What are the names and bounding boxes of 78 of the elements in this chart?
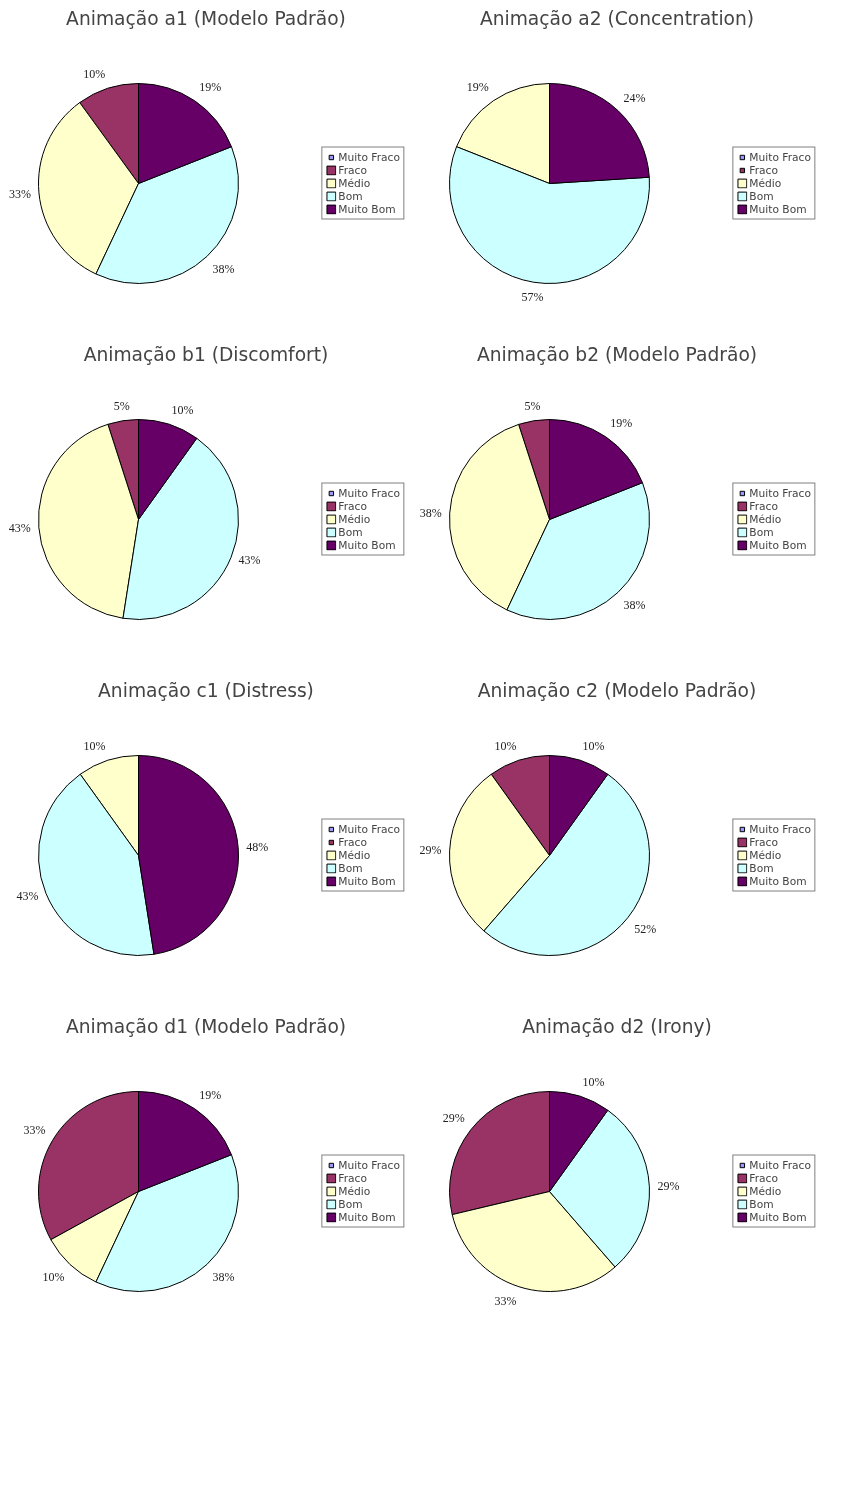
legend-label: Muito Bom xyxy=(749,202,807,216)
data-label: 38% xyxy=(419,505,442,520)
data-label: 10% xyxy=(83,66,106,81)
legend-label: Médio xyxy=(338,512,371,526)
data-label: 38% xyxy=(623,598,646,613)
data-label: 29% xyxy=(419,843,442,858)
chart-title: Animação d1 (Modelo Padrão) xyxy=(65,1015,347,1037)
data-label: 10% xyxy=(83,738,106,753)
data-label: 48% xyxy=(246,840,269,855)
data-label: 29% xyxy=(657,1179,680,1194)
data-label: 57% xyxy=(521,290,544,305)
legend-label: Bom xyxy=(749,525,774,539)
chart-title: Animação c1 (Distress) xyxy=(98,679,314,701)
data-label: 10% xyxy=(42,1270,65,1285)
data-label: 19% xyxy=(466,80,489,95)
data-label: 38% xyxy=(212,1270,235,1285)
data-label: 43% xyxy=(8,520,31,535)
legend-label: Fraco xyxy=(338,1171,368,1185)
legend-label: Bom xyxy=(749,189,774,203)
data-label: 38% xyxy=(212,262,235,277)
data-label: 10% xyxy=(494,738,517,753)
legend-label: Muito Fraco xyxy=(749,150,811,164)
legend-label: Muito Bom xyxy=(749,538,807,552)
legend-label: Muito Bom xyxy=(338,202,396,216)
legend-label: Bom xyxy=(338,1197,363,1211)
legend-label: Bom xyxy=(338,861,363,875)
legend-label: Médio xyxy=(338,1184,371,1198)
chart-title: Animação c2 (Modelo Padrão) xyxy=(477,679,757,701)
legend-label: Médio xyxy=(749,848,782,862)
legend-label: Fraco xyxy=(749,1171,779,1185)
chart-title: Animação b2 (Modelo Padrão) xyxy=(476,343,758,365)
legend-label: Muito Fraco xyxy=(338,822,400,836)
data-label: 33% xyxy=(23,1122,46,1137)
legend-label: Muito Bom xyxy=(338,1210,396,1224)
legend-label: Fraco xyxy=(338,499,368,513)
data-label: 33% xyxy=(8,186,31,201)
data-label: 43% xyxy=(238,553,261,568)
data-label: 29% xyxy=(442,1110,465,1125)
legend-label: Muito Bom xyxy=(338,538,396,552)
legend-label: Médio xyxy=(749,176,782,190)
chart-title: Animação a2 (Concentration) xyxy=(479,7,755,29)
data-label: 5% xyxy=(524,398,541,413)
legend-label: Bom xyxy=(338,525,363,539)
legend-label: Muito Bom xyxy=(338,874,396,888)
data-label: 10% xyxy=(582,738,605,753)
chart-title: Animação a1 (Modelo Padrão) xyxy=(66,7,346,29)
legend-label: Bom xyxy=(749,861,774,875)
legend-label: Muito Fraco xyxy=(338,150,400,164)
legend-label: Fraco xyxy=(749,835,779,849)
data-label: 33% xyxy=(494,1294,517,1309)
legend-label: Muito Bom xyxy=(749,874,807,888)
legend-label: Muito Fraco xyxy=(749,822,811,836)
data-label: 5% xyxy=(113,398,130,413)
legend-label: Muito Bom xyxy=(749,1210,807,1224)
chart-title: Animação d2 (Irony) xyxy=(522,1015,712,1037)
legend-label: Médio xyxy=(338,848,371,862)
legend-label: Médio xyxy=(749,512,782,526)
legend-label: Fraco xyxy=(338,835,368,849)
legend-label: Bom xyxy=(749,1197,774,1211)
chart-title: Animação b1 (Discomfort) xyxy=(83,343,329,365)
data-label: 10% xyxy=(171,402,194,417)
legend-label: Fraco xyxy=(338,163,368,177)
data-label: 10% xyxy=(582,1074,605,1089)
legend-label: Muito Fraco xyxy=(338,1158,400,1172)
legend-label: Muito Fraco xyxy=(338,486,400,500)
legend-label: Médio xyxy=(749,1184,782,1198)
legend-label: Muito Fraco xyxy=(749,486,811,500)
data-label: 43% xyxy=(16,889,39,904)
data-label: 24% xyxy=(623,90,646,105)
legend-label: Médio xyxy=(338,176,371,190)
data-label: 19% xyxy=(610,416,633,431)
legend-label: Fraco xyxy=(749,163,779,177)
data-label: 19% xyxy=(199,1088,222,1103)
data-label: 52% xyxy=(634,922,657,937)
legend-label: Muito Fraco xyxy=(749,1158,811,1172)
data-label: 19% xyxy=(199,80,222,95)
legend-label: Fraco xyxy=(749,499,779,513)
legend-label: Bom xyxy=(338,189,363,203)
